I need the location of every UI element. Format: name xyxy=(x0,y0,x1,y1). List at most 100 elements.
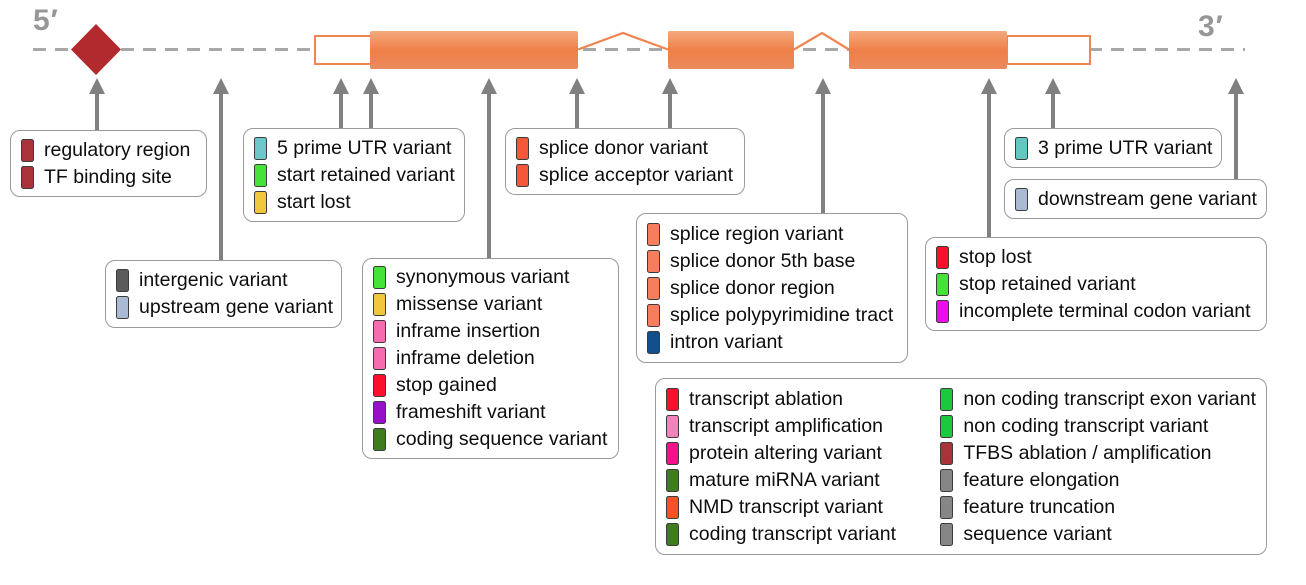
legend-item: protein altering variant xyxy=(666,440,940,467)
legend-item: splice donor region xyxy=(647,275,897,302)
legend-label: coding sequence variant xyxy=(396,428,608,450)
legend-item: missense variant xyxy=(373,291,608,318)
legend-item: upstream gene variant xyxy=(116,294,334,321)
legend-label: splice polypyrimidine tract xyxy=(670,303,894,326)
legend-item: transcript ablation xyxy=(666,386,940,413)
color-swatch xyxy=(647,303,660,327)
legend-item: incomplete terminal codon variant xyxy=(936,298,1256,325)
legend-label: splice region variant xyxy=(670,222,844,245)
legend-label: upstream gene variant xyxy=(139,296,334,318)
pointer-arrow xyxy=(333,78,349,130)
legend-box-coding-variants: synonymous variant missense variant infram… xyxy=(362,258,619,459)
color-swatch xyxy=(666,415,679,438)
legend-item: start lost xyxy=(254,189,454,216)
legend-item: regulatory region xyxy=(21,137,196,164)
legend-label: stop gained xyxy=(396,374,497,396)
legend-box-three-prime-utr: 3 prime UTR variant xyxy=(1004,128,1222,168)
legend-label: frameshift variant xyxy=(396,401,546,423)
color-swatch xyxy=(373,401,386,424)
legend-label: transcript amplification xyxy=(689,415,883,437)
legend-item: sequence variant xyxy=(940,521,1256,548)
color-swatch xyxy=(936,245,949,269)
legend-label: feature elongation xyxy=(963,469,1120,491)
legend-label: splice donor variant xyxy=(539,136,709,159)
legend-label: inframe insertion xyxy=(396,320,541,342)
color-swatch xyxy=(21,165,34,189)
legend-item: TFBS ablation / amplification xyxy=(940,440,1256,467)
legend-item: splice region variant xyxy=(647,221,897,248)
color-swatch xyxy=(116,269,129,292)
legend-label: regulatory region xyxy=(44,138,191,161)
legend-box-downstream: downstream gene variant xyxy=(1004,179,1267,219)
legend-label: synonymous variant xyxy=(396,266,570,288)
legend-box-five-prime-utr: 5 prime UTR variant start retained varian… xyxy=(243,128,465,222)
five-prime-utr-box xyxy=(314,35,372,65)
legend-item: splice donor 5th base xyxy=(647,248,897,275)
legend-item: 3 prime UTR variant xyxy=(1015,135,1213,162)
five-prime-label: 5′ xyxy=(33,4,59,37)
legend-item: inframe insertion xyxy=(373,318,608,345)
color-swatch xyxy=(666,469,679,492)
pointer-arrow xyxy=(481,78,497,260)
legend-item: splice acceptor variant xyxy=(516,162,734,189)
color-swatch xyxy=(373,293,386,316)
legend-label: NMD transcript variant xyxy=(689,496,883,518)
legend-item: coding transcript variant xyxy=(666,521,940,548)
pointer-arrow xyxy=(981,78,997,239)
intron-line xyxy=(577,31,669,51)
general-variants-right-column: non coding transcript exon variant non co… xyxy=(940,386,1256,548)
legend-item: stop lost xyxy=(936,244,1256,271)
legend-label: intergenic variant xyxy=(139,269,288,291)
legend-label: start retained variant xyxy=(277,163,455,186)
color-swatch xyxy=(516,136,529,160)
legend-label: mature miRNA variant xyxy=(689,469,880,491)
color-swatch xyxy=(254,190,267,214)
color-swatch xyxy=(940,415,954,438)
color-swatch xyxy=(373,428,386,451)
color-swatch xyxy=(666,523,679,546)
legend-item: transcript amplification xyxy=(666,413,940,440)
gene-track xyxy=(33,24,1245,75)
legend-item: downstream gene variant xyxy=(1015,186,1257,213)
legend-box-splice-region: splice region variant splice donor 5th ba… xyxy=(636,213,908,363)
intron-line xyxy=(793,31,850,51)
exon-box xyxy=(668,31,794,69)
color-swatch xyxy=(666,496,679,519)
pointer-arrow xyxy=(1228,78,1244,181)
color-swatch xyxy=(936,299,949,323)
legend-item: start retained variant xyxy=(254,162,455,189)
color-swatch xyxy=(516,163,529,187)
legend-label: coding transcript variant xyxy=(689,523,897,545)
legend-label: downstream gene variant xyxy=(1038,187,1257,210)
pointer-arrow xyxy=(363,78,379,130)
legend-item: 5 prime UTR variant xyxy=(254,135,454,162)
color-swatch xyxy=(940,442,954,465)
color-swatch xyxy=(940,523,954,546)
legend-label: 3 prime UTR variant xyxy=(1038,136,1213,159)
legend-item: feature truncation xyxy=(940,494,1256,521)
color-swatch xyxy=(373,266,386,289)
three-prime-utr-box xyxy=(1006,35,1091,65)
legend-label: sequence variant xyxy=(963,523,1112,545)
color-swatch xyxy=(254,136,267,160)
legend-item: non coding transcript variant xyxy=(940,413,1256,440)
legend-item: feature elongation xyxy=(940,467,1256,494)
legend-box-splice-sites: splice donor variant splice acceptor vari… xyxy=(505,128,745,195)
pointer-arrow xyxy=(815,78,831,215)
exon-box xyxy=(849,31,1007,69)
color-swatch xyxy=(373,374,386,397)
legend-label: transcript ablation xyxy=(689,388,843,410)
legend-label: incomplete terminal codon variant xyxy=(959,299,1251,322)
legend-item: non coding transcript exon variant xyxy=(940,386,1256,413)
pointer-arrow xyxy=(662,78,678,130)
legend-item: intergenic variant xyxy=(116,267,331,294)
three-prime-label: 3′ xyxy=(1198,10,1224,43)
exon-box xyxy=(370,31,578,69)
color-swatch xyxy=(1015,136,1028,160)
legend-item: splice polypyrimidine tract xyxy=(647,302,897,329)
legend-label: TFBS ablation / amplification xyxy=(963,442,1212,464)
color-swatch xyxy=(666,388,679,411)
color-swatch xyxy=(647,276,660,300)
